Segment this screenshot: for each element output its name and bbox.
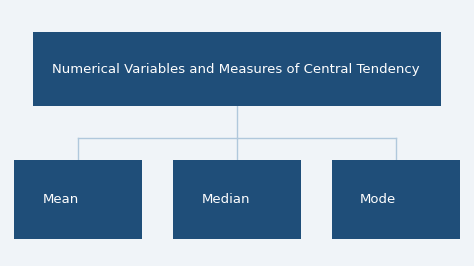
- FancyBboxPatch shape: [332, 160, 460, 239]
- Text: Mode: Mode: [360, 193, 396, 206]
- Text: Numerical Variables and Measures of Central Tendency: Numerical Variables and Measures of Cent…: [52, 63, 420, 76]
- FancyBboxPatch shape: [14, 160, 142, 239]
- Text: Mean: Mean: [43, 193, 79, 206]
- Text: Median: Median: [201, 193, 250, 206]
- FancyBboxPatch shape: [173, 160, 301, 239]
- FancyBboxPatch shape: [33, 32, 441, 106]
